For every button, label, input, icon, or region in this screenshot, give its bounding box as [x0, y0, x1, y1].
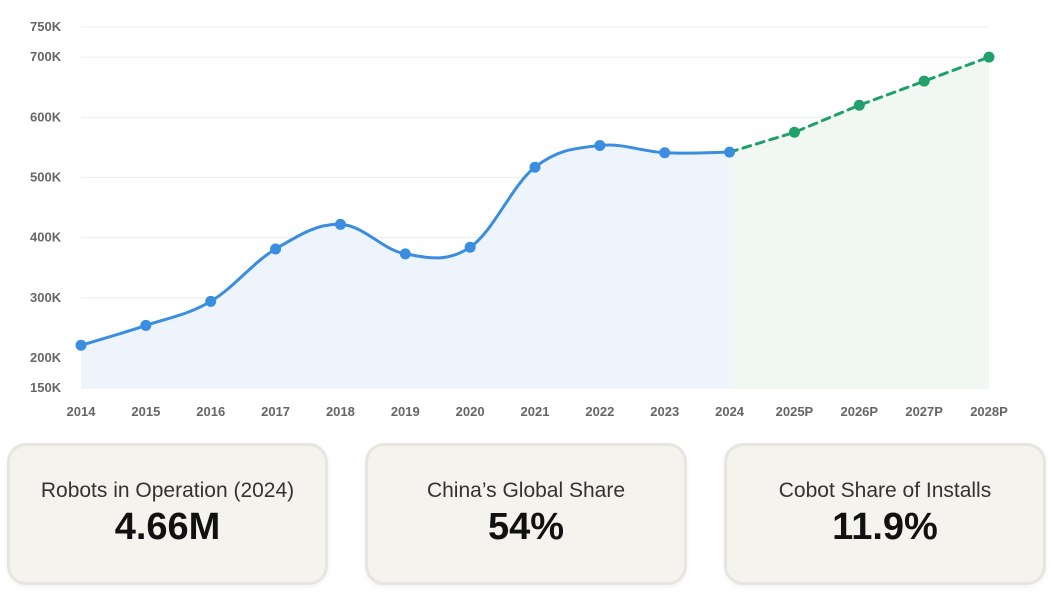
x-axis-ticks: 2014 2015 2016 2017 2018 2019 2020 2021 2022 2023… — [67, 404, 1009, 419]
kpi-label: China’s Global Share — [426, 479, 626, 503]
kpi-value: 11.9% — [832, 506, 938, 549]
x-tick-label: 2017 — [261, 404, 290, 419]
x-tick-label: 2027P — [905, 404, 943, 419]
kpi-card-cobot-share: Cobot Share of Installs 11.9% — [727, 446, 1043, 582]
data-point — [659, 147, 671, 159]
kpi-label: Robots in Operation (2024) — [40, 479, 295, 503]
data-point — [853, 99, 865, 111]
x-tick-label: 2023 — [650, 404, 679, 419]
kpi-value: 54% — [487, 506, 565, 549]
data-point — [270, 243, 282, 255]
series-area-0 — [81, 145, 730, 388]
x-tick-label: 2022 — [585, 404, 614, 419]
x-tick-label: 2016 — [196, 404, 225, 419]
y-tick-label: 200K — [30, 350, 62, 365]
x-tick-label: 2026P — [840, 404, 878, 419]
kpi-label: Cobot Share of Installs — [778, 479, 992, 503]
y-tick-label: 600K — [30, 109, 62, 124]
x-tick-label: 2028P — [970, 404, 1008, 419]
kpi-value: 4.66M — [114, 506, 221, 549]
x-tick-label: 2021 — [521, 404, 550, 419]
x-tick-label: 2024 — [715, 404, 745, 419]
data-point — [399, 248, 411, 260]
y-tick-label: 750K — [30, 19, 62, 34]
data-point — [983, 51, 995, 63]
x-tick-label: 2018 — [326, 404, 355, 419]
kpi-card-china-share: China’s Global Share 54% — [368, 446, 684, 582]
y-tick-label: 400K — [30, 230, 62, 245]
series-line-1 — [728, 55, 991, 154]
data-point — [918, 75, 930, 87]
data-point — [140, 319, 152, 331]
x-tick-label: 2025P — [776, 404, 814, 419]
chart-points — [75, 51, 995, 351]
x-tick-label: 2015 — [131, 404, 160, 419]
y-tick-label: 300K — [30, 290, 62, 305]
kpi-card-robots-in-operation: Robots in Operation (2024) 4.66M — [10, 446, 325, 582]
x-tick-label: 2020 — [456, 404, 485, 419]
data-point — [464, 241, 476, 253]
data-point — [529, 161, 541, 173]
data-point — [788, 126, 800, 138]
y-axis-ticks: 150K 200K 300K 400K 500K 600K 700K 750K — [30, 19, 62, 395]
x-tick-label: 2019 — [391, 404, 420, 419]
y-tick-label: 150K — [30, 380, 62, 395]
data-point — [724, 146, 736, 158]
data-point — [75, 339, 87, 351]
x-tick-label: 2014 — [67, 404, 97, 419]
data-point — [205, 295, 217, 307]
y-tick-label: 700K — [30, 49, 62, 64]
chart-areas — [81, 57, 989, 388]
y-tick-label: 500K — [30, 169, 62, 184]
series-area-1 — [729, 57, 989, 388]
data-point — [594, 140, 606, 152]
data-point — [334, 218, 346, 230]
